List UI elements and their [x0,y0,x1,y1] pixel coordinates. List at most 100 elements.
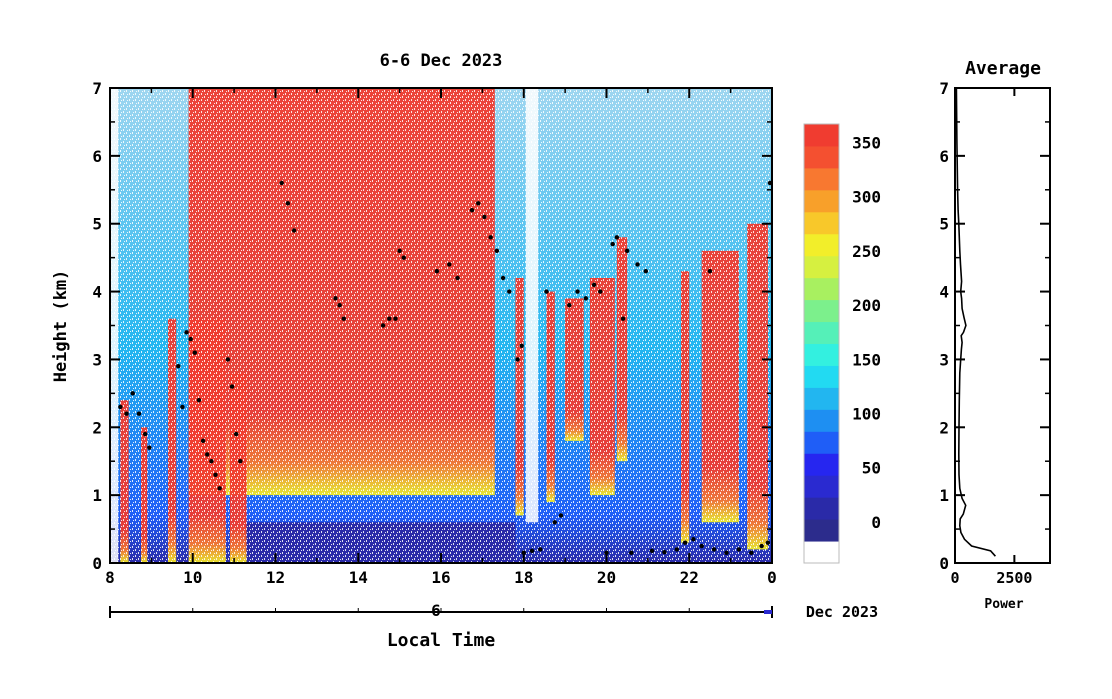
cloud-base-point [476,201,481,206]
cloud-base-point [291,228,297,233]
colorbar-tick-label: 200 [852,296,881,315]
cloud-base-point [233,431,239,437]
colorbar-segment [804,145,839,169]
cloud-base-point [188,336,193,342]
cloud-base-point [674,547,680,552]
cloud-base-point [447,262,452,267]
cloud-base-point [124,411,129,416]
profile-y-tick-label: 4 [939,283,949,302]
cloud-base-point [469,207,475,213]
cloud-base-point [591,282,597,287]
cloud-base-point [610,241,615,247]
cloud-base-point [767,180,772,186]
colorbar-segment [804,497,839,520]
x-tick-label: 14 [349,568,368,587]
cloud-base-point [765,540,771,545]
y-tick-label: 4 [92,283,102,302]
cloud-base-point [225,357,231,362]
cloud-base-point [180,404,185,410]
colorbar-segment [804,277,839,301]
colorbar-segment [804,255,839,279]
profile-y-tick-label: 3 [939,350,949,369]
cloud-base-point [337,302,342,308]
x-tick-label: 18 [514,568,533,587]
profile-x-tick-label: 0 [950,569,959,587]
colorbar-segment [804,189,839,213]
cloud-base-point [759,543,764,549]
profile-y-tick-label: 5 [939,215,949,234]
cloud-base-point [200,438,206,444]
colorbar-segment [804,343,839,366]
main-title: 6-6 Dec 2023 [380,51,503,71]
colorbar-tick-label: 0 [871,513,881,532]
cloud-base-point [285,201,291,206]
cloud-base-point [147,445,152,450]
cloud-base-point [575,289,580,294]
colorbar-segment [804,211,839,235]
cloud-base-point [229,384,235,389]
cloud-base-point [583,296,589,301]
cloud-base-point [620,316,626,321]
cloud-base-point [401,255,406,260]
profile-x-label: Power [984,597,1023,612]
clear-gap [525,88,539,523]
cloud-base-point [118,404,123,410]
colorbar-frame [803,123,840,564]
cloud-base-point [184,330,189,335]
cloud-base-point [598,289,603,294]
x-axis-label: Local Time [387,630,496,651]
average-power-profile-line [955,87,996,557]
cloud-base-point [455,275,460,281]
cloud-base-point [614,235,620,240]
cloud-base-point [397,248,402,254]
y-tick-label: 3 [92,350,102,369]
x-tick-label: 10 [183,568,202,587]
cloud-base-point [279,180,284,186]
cloud-base-point [515,357,520,362]
colorbar-segment [804,453,839,476]
cloud-base-point [682,540,688,545]
cloud-base-point [552,520,557,525]
cloud-base-point [192,350,198,355]
cloud-base-point [500,275,506,281]
cloud-base-point [238,459,243,464]
cloud-base-point [488,235,493,240]
x-tick-label: 20 [597,568,616,587]
x-tick-label: 8 [105,568,115,587]
date-axis-month-label: Dec 2023 [806,603,878,621]
cloud-base-point [217,486,222,491]
colorbar-segment [804,387,839,410]
cloud-base-point [519,343,524,349]
x-tick-label: 12 [266,568,285,587]
cloud-base-point [507,289,512,294]
colorbar-tick-label: 150 [852,350,881,369]
profile-y-tick-label: 7 [939,79,949,98]
y-tick-label: 6 [92,147,102,166]
cloud-base-point [736,547,742,552]
cloud-base-point [196,397,202,403]
cloud-base-point [558,513,564,518]
cloud-base-point [341,316,346,321]
colorbar-tick-label: 50 [862,459,881,478]
cloud-base-point [209,459,214,464]
cloud-base-point [691,537,696,542]
profile-y-tick-label: 2 [939,418,949,437]
cloud-base-point [142,431,148,437]
colorbar-tick-label: 100 [852,404,881,423]
cloud-base-point [538,547,543,552]
colorbar [804,124,839,564]
cloud-base-point [624,248,630,254]
cloud-base-point [393,316,398,321]
cloud-base-point [643,269,649,274]
cloud-base-point [724,550,729,556]
cloud-base-point [380,323,386,328]
cloud-base-point [567,302,572,308]
cloud-base-point [494,248,500,254]
cloud-base-point [711,547,717,552]
y-tick-label: 0 [92,554,102,573]
cloud-base-point [434,269,440,274]
colorbar-tick-label: 300 [852,188,881,207]
profile-y-tick-label: 6 [939,147,949,166]
colorbar-segment [804,365,839,388]
cloud-base-point [604,550,609,556]
